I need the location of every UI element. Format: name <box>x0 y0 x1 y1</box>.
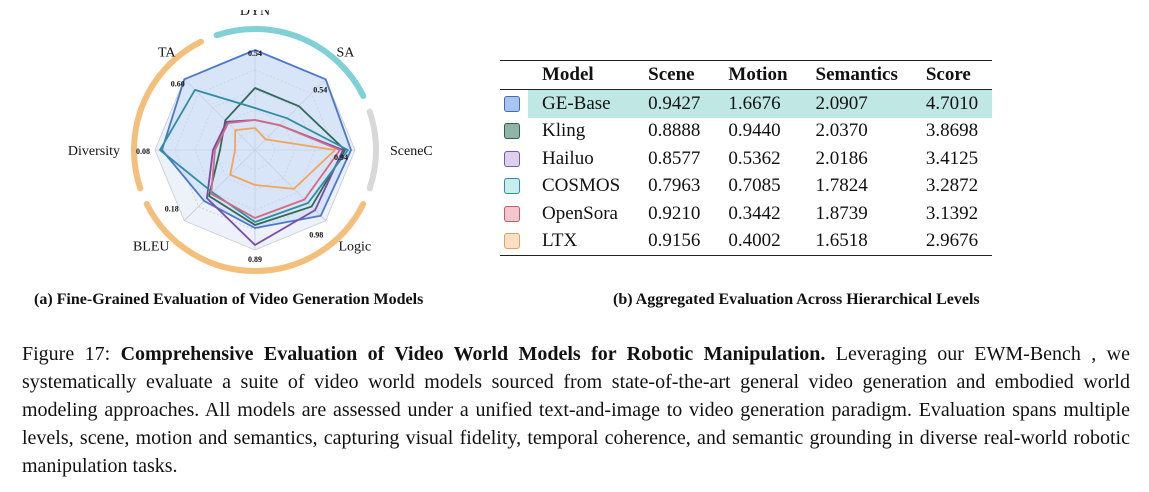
subcaption-a: (a) Fine-Grained Evaluation of Video Gen… <box>34 291 424 308</box>
cell-score: 3.1392 <box>925 202 979 224</box>
series-cosmos <box>159 88 349 223</box>
cell-score: 3.2872 <box>925 175 979 197</box>
axis-max-value: 0.54 <box>248 49 262 58</box>
cell-model: OpenSora <box>542 202 618 224</box>
diversity-ta-group-arc <box>131 38 204 192</box>
cell-scene: 0.8888 <box>648 120 701 142</box>
dyn-sa-group-arc <box>213 26 367 99</box>
axis-max-value: 0.98 <box>309 230 323 239</box>
series-ltx <box>229 127 336 190</box>
header-scene: Scene <box>648 64 695 85</box>
legend-swatch <box>504 205 520 222</box>
table-header-row: Model Scene Motion Semantics Score <box>500 60 993 90</box>
legend-swatch <box>504 95 520 112</box>
cell-motion: 0.5362 <box>728 147 781 169</box>
legend-swatch <box>504 150 520 167</box>
cell-scene: 0.9427 <box>634 89 715 118</box>
axis-max-value: 0.60 <box>171 80 185 89</box>
swatch-cell <box>500 200 528 228</box>
cell-scene: 0.9156 <box>648 230 701 252</box>
cell-motion: 0.9440 <box>728 120 781 142</box>
swatch-header <box>500 61 528 90</box>
cell-score: 2.9676 <box>925 230 979 252</box>
series-opensora <box>210 119 341 219</box>
radar-chart: 0.54 0.54 0.94 0.98 0.89 0.18 0.08 0.60 DYN SA Sce… <box>68 10 433 288</box>
axis-label: Logic <box>338 239 371 254</box>
axis-label: TA <box>158 46 176 61</box>
axis-max-value: 0.18 <box>165 204 179 213</box>
cell-score: 3.4125 <box>925 147 979 169</box>
axis-max-value: 0.94 <box>334 153 348 162</box>
figure-label: Figure 17: <box>22 343 121 365</box>
cell-motion: 0.3442 <box>728 202 781 224</box>
axis-label: CLIP <box>240 286 271 288</box>
swatch-cell <box>500 173 528 201</box>
cell-scene: 0.8577 <box>648 147 701 169</box>
cell-motion: 0.4002 <box>728 230 781 252</box>
axis-max-value: 0.89 <box>248 255 262 264</box>
axis-label: Diversity <box>68 144 120 159</box>
cell-semantics: 1.7824 <box>815 175 868 197</box>
figure-text: Leveraging our EWM-Bench , we systematic… <box>22 343 1131 477</box>
axis-label: SA <box>336 46 355 61</box>
axis-label: SceneC <box>390 144 433 159</box>
swatch-cell <box>500 145 528 173</box>
table-row: COSMOS 0.7963 0.7085 1.7824 3.2872 <box>500 173 992 201</box>
logic-clip-bleu-group-arc <box>143 201 367 274</box>
table-row: Kling 0.8888 0.9440 2.0370 3.8698 <box>500 118 992 146</box>
axis-label: DYN <box>240 10 270 19</box>
axis-label: BLEU <box>133 239 170 254</box>
cell-semantics: 1.8739 <box>815 202 868 224</box>
cell-model: LTX <box>542 230 578 252</box>
cell-semantics: 2.0186 <box>815 147 868 169</box>
header-score: Score <box>925 64 971 85</box>
swatch-cell <box>500 228 528 256</box>
cell-semantics: 2.0370 <box>815 120 868 142</box>
cell-score: 4.7010 <box>911 89 993 118</box>
swatch-cell <box>500 90 528 118</box>
table-row: OpenSora 0.9210 0.3442 1.8739 3.1392 <box>500 200 992 228</box>
cell-model: COSMOS <box>542 175 621 197</box>
legend-swatch <box>504 233 520 250</box>
table-row: LTX 0.9156 0.4002 1.6518 2.9676 <box>500 228 993 256</box>
cell-model: GE-Base <box>528 89 635 118</box>
figure-caption: Figure 17: Comprehensive Evaluation of V… <box>22 340 1130 480</box>
results-table: Model Scene Motion Semantics Score GE-Ba… <box>500 60 993 256</box>
table-row: Hailuo 0.8577 0.5362 2.0186 3.4125 <box>500 145 992 173</box>
legend-swatch <box>504 178 520 195</box>
cell-score: 3.8698 <box>925 120 979 142</box>
legend-swatch <box>504 123 520 140</box>
axis-max-value: 0.08 <box>136 147 150 156</box>
cell-model: Hailuo <box>542 147 594 169</box>
table-row: GE-Base 0.9427 1.6676 2.0907 4.7010 <box>500 89 993 118</box>
scene-group-arc <box>366 108 379 192</box>
cell-scene: 0.7963 <box>648 175 701 197</box>
cell-semantics: 2.0907 <box>801 89 912 118</box>
figure-title: Comprehensive Evaluation of Video World … <box>120 343 826 365</box>
subcaption-b: (b) Aggregated Evaluation Across Hierarc… <box>613 291 980 308</box>
header-semantics: Semantics <box>815 64 898 85</box>
swatch-cell <box>500 118 528 146</box>
cell-scene: 0.9210 <box>648 202 701 224</box>
header-model: Model <box>542 64 594 85</box>
axis-max-value: 0.54 <box>313 86 327 95</box>
cell-semantics: 1.6518 <box>815 230 868 252</box>
cell-model: Kling <box>542 120 586 142</box>
cell-motion: 0.7085 <box>728 175 781 197</box>
header-motion: Motion <box>728 64 788 85</box>
cell-motion: 1.6676 <box>714 89 802 118</box>
